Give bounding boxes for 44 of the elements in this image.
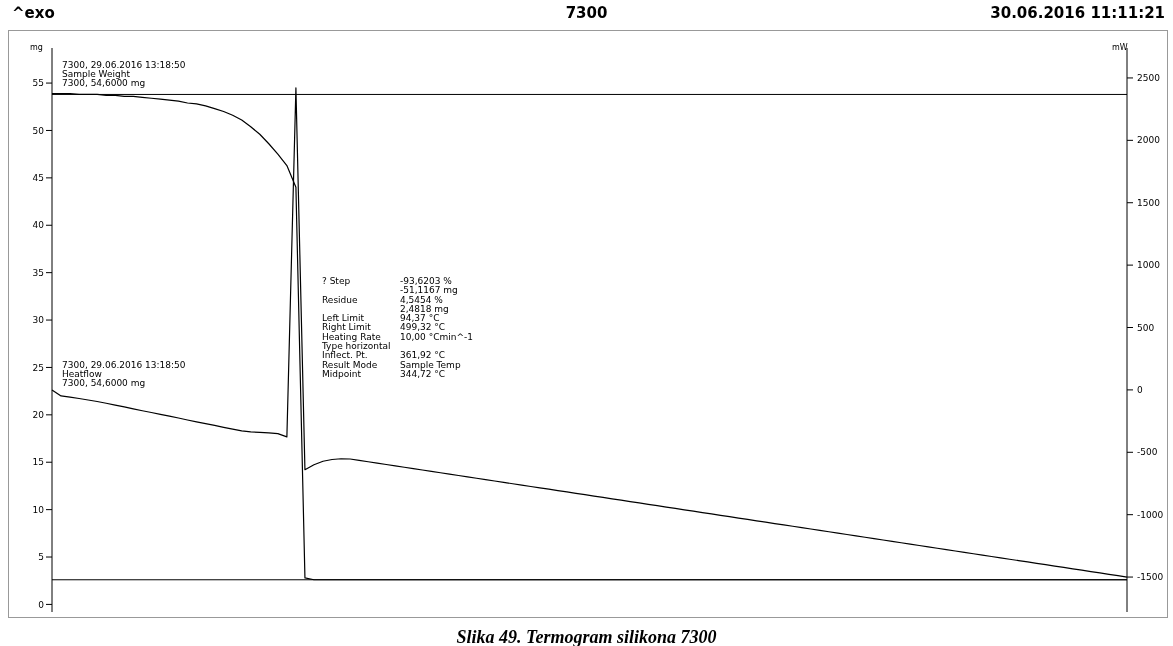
y2-tick-label: 500: [1137, 322, 1155, 333]
y2-tick-label: 1000: [1137, 260, 1161, 271]
annotation: 7300, 54,6000 mg: [62, 378, 147, 388]
y-tick-label: 45: [32, 173, 44, 184]
chart-title: 7300: [565, 4, 608, 22]
annotation: 7300, 29.06.2016 13:18:50: [62, 60, 186, 70]
y2-tick-label: 2500: [1137, 72, 1161, 83]
text: Residue 4,5454 %: [322, 294, 443, 305]
annotation: -51,1167 mg: [400, 285, 458, 296]
text: ? Step -93,6203 %: [322, 276, 452, 286]
y-tick-label: 0: [38, 599, 45, 610]
y-tick-label: 35: [32, 267, 44, 278]
y-axis-title: mg: [30, 43, 43, 52]
text: 30.06.2016 11:11:21: [990, 4, 1165, 22]
y-tick-label: 15: [32, 457, 44, 468]
text: Inflect. Pt. 361,92 °C: [322, 350, 446, 361]
y-tick-label: 55: [32, 78, 44, 89]
annotation: 7300, 54,6000 mg: [62, 78, 147, 88]
text: Midpoint 344,72 °C: [322, 368, 446, 379]
y-tick-label: 5: [38, 552, 44, 563]
annotation: 2,4818 mg: [400, 303, 449, 315]
y2-tick-label: -1000: [1137, 509, 1164, 520]
annotation: 7300, 29.06.2016 13:18:50: [62, 360, 186, 370]
series-label: Sample Weight: [62, 69, 131, 79]
y-tick-label: 10: [32, 504, 45, 515]
text: ^exo: [12, 4, 55, 22]
y-tick-label: 50: [32, 125, 45, 136]
y-tick-label: 20: [32, 410, 45, 421]
y2-tick-label: 2000: [1137, 135, 1161, 146]
y2-tick-label: -1500: [1137, 572, 1164, 583]
text: Slika 49. Termogram silikona 7300: [455, 627, 718, 646]
y-tick-label: 30: [32, 315, 45, 326]
text: Result Mode Sample Temp: [322, 359, 461, 370]
y2-tick-label: 0: [1137, 384, 1143, 395]
series-label: Heatflow: [62, 369, 103, 379]
y-tick-label: 25: [32, 362, 44, 373]
y2-tick-label: 1500: [1137, 197, 1161, 208]
text: Right Limit 499,32 °C: [322, 322, 446, 333]
y-tick-label: 40: [32, 220, 45, 231]
text: Left Limit 94,37 °C: [322, 313, 440, 324]
y2-tick-label: -500: [1137, 447, 1158, 458]
y2-axis-title: mW: [1112, 43, 1128, 52]
annotation: Type horizontal: [322, 341, 391, 352]
text: Heating Rate 10,00 °Cmin^-1: [322, 331, 473, 342]
